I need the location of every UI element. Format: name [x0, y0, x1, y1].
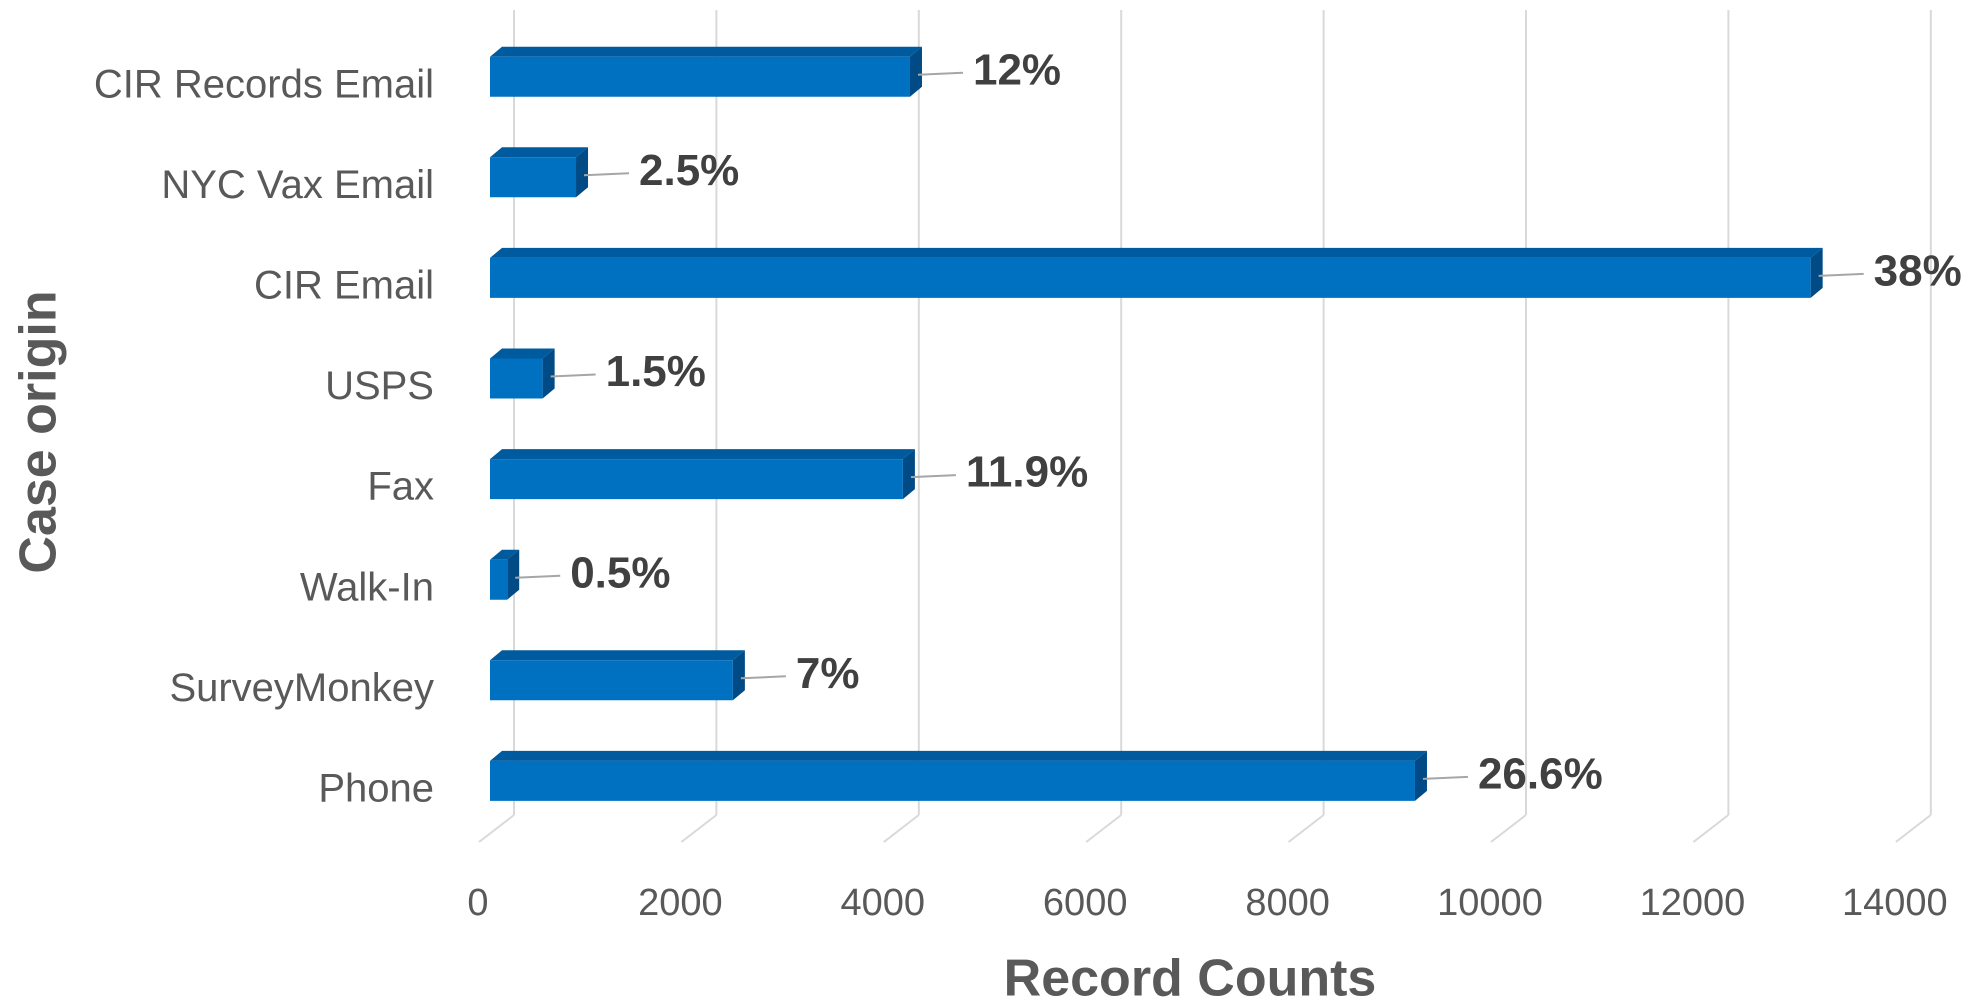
y-tick-label: Phone: [318, 766, 434, 810]
leader-line: [917, 71, 964, 76]
x-tick-label: 0: [467, 882, 488, 924]
bar-side: [576, 147, 589, 198]
x-tick-label: 8000: [1245, 882, 1330, 924]
y-tick-label: Walk-In: [300, 565, 434, 609]
bar-side: [1810, 247, 1823, 298]
grid-line-floor: [1895, 814, 1932, 843]
bar-front: [490, 157, 577, 198]
bar-side: [542, 348, 555, 399]
grid-line-floor: [883, 814, 920, 843]
bar-front: [490, 660, 733, 701]
leader-line: [515, 574, 561, 579]
bar: [490, 549, 520, 600]
leader-line: [550, 373, 596, 378]
bar-top: [490, 750, 1427, 761]
leader-line: [1422, 775, 1469, 780]
bar: [490, 247, 1823, 298]
data-label: 0.5%: [570, 548, 670, 597]
data-label: 26.6%: [1478, 750, 1603, 799]
bar-top: [490, 650, 745, 661]
bar: [490, 147, 589, 198]
grid-line-floor: [680, 814, 718, 843]
grid-line-floor: [1287, 814, 1325, 843]
bar-top: [490, 549, 520, 560]
bar-front: [490, 358, 543, 399]
bar-side: [1414, 750, 1427, 801]
bar: [490, 650, 745, 701]
bar: [490, 46, 922, 97]
bar-top: [490, 449, 915, 460]
y-tick-label: NYC Vax Email: [161, 163, 434, 207]
leader-line: [1818, 272, 1864, 277]
y-tick-label: SurveyMonkey: [169, 666, 434, 710]
bar-front: [490, 459, 903, 500]
grid-line-floor: [478, 814, 515, 843]
bar-side: [507, 549, 520, 600]
bar-top: [490, 348, 555, 359]
x-tick-label: 12000: [1640, 882, 1746, 924]
grid-line-floor: [1692, 814, 1730, 843]
grid-line-floor: [1085, 814, 1122, 843]
x-tick-label: 2000: [638, 882, 723, 924]
x-tick-label: 6000: [1043, 882, 1128, 924]
y-axis-title: Case origin: [10, 290, 68, 573]
leader-line: [740, 675, 786, 680]
bar-side: [902, 449, 915, 500]
data-label: 1.5%: [606, 347, 706, 396]
x-tick-label: 14000: [1842, 882, 1948, 924]
bar: [490, 348, 555, 399]
bar-front: [490, 559, 508, 600]
bar-side: [732, 650, 745, 701]
bar-front: [490, 56, 910, 97]
bar: [490, 750, 1427, 801]
bar-top: [490, 247, 1823, 258]
bar-front: [490, 257, 1811, 298]
y-tick-label: CIR Records Email: [94, 62, 434, 106]
x-axis-title: Record Counts: [1004, 950, 1377, 1008]
leader-line: [910, 474, 956, 479]
grid-line-floor: [1490, 814, 1527, 843]
x-tick-label: 10000: [1437, 882, 1543, 924]
data-label: 2.5%: [639, 146, 739, 195]
y-tick-label: CIR Email: [254, 263, 434, 307]
bar-top: [490, 147, 589, 158]
data-label: 12%: [973, 45, 1061, 94]
y-tick-label: Fax: [367, 465, 434, 509]
data-label: 7%: [796, 649, 860, 698]
bar-side: [909, 46, 922, 97]
bar: [490, 449, 915, 500]
leader-line: [583, 172, 630, 177]
y-tick-label: USPS: [325, 364, 434, 408]
bar-top: [490, 46, 922, 57]
data-label: 38%: [1874, 247, 1962, 296]
bar-front: [490, 760, 1415, 801]
data-label: 11.9%: [966, 448, 1088, 497]
x-tick-label: 4000: [841, 882, 926, 924]
